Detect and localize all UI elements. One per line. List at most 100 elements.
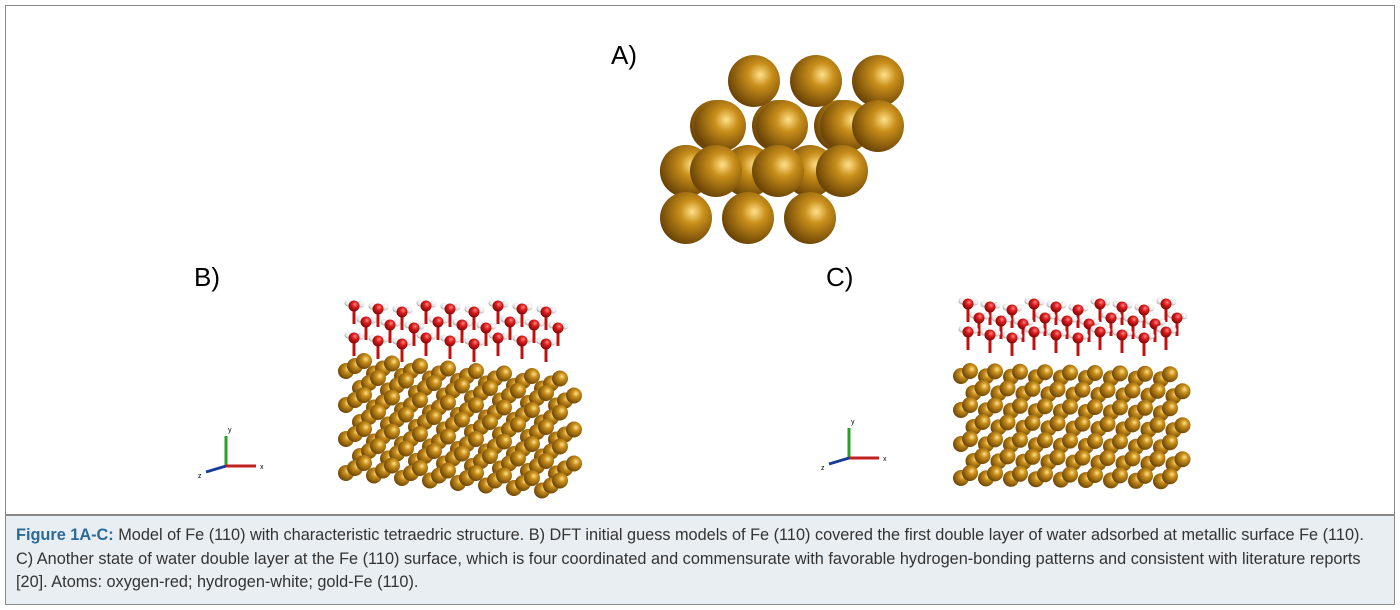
atom (409, 323, 420, 334)
atom (370, 370, 386, 386)
atom (412, 392, 428, 408)
atom (1150, 417, 1166, 433)
atom (1150, 383, 1166, 399)
atom (468, 431, 484, 447)
atom (1007, 333, 1018, 344)
atom (1139, 305, 1150, 316)
atom (985, 302, 996, 313)
atom (1062, 467, 1078, 483)
atom (524, 368, 540, 384)
atom (962, 363, 978, 379)
atom (384, 356, 400, 372)
atom (1087, 365, 1103, 381)
atom (440, 463, 456, 479)
atom (370, 404, 386, 420)
atom (1117, 330, 1128, 341)
atom (1073, 333, 1084, 344)
atom (1100, 382, 1116, 398)
atom (517, 336, 528, 347)
atom (1075, 416, 1091, 432)
atom (421, 333, 432, 344)
atom (481, 323, 492, 334)
atom (1050, 449, 1066, 465)
atom (384, 458, 400, 474)
atom (996, 316, 1007, 327)
atom (1162, 400, 1178, 416)
atom (566, 422, 582, 438)
axis-arrow (829, 458, 849, 464)
atom (510, 383, 526, 399)
atom (1087, 433, 1103, 449)
atom (482, 380, 498, 396)
atom (482, 448, 498, 464)
atom (1095, 327, 1106, 338)
atom (975, 414, 991, 430)
atom (660, 192, 712, 244)
atom (1137, 434, 1153, 450)
atom (1050, 415, 1066, 431)
atom (1100, 416, 1116, 432)
atom (852, 100, 904, 152)
atom (493, 333, 504, 344)
atom (962, 397, 978, 413)
atom (541, 307, 552, 318)
atom (963, 327, 974, 338)
atom (975, 380, 991, 396)
atom (356, 353, 372, 369)
atom (1062, 316, 1073, 327)
axis-label: x (883, 456, 887, 463)
atom (552, 405, 568, 421)
atom (1025, 449, 1041, 465)
atom (445, 304, 456, 315)
atom (468, 363, 484, 379)
atom (440, 361, 456, 377)
atom (440, 395, 456, 411)
atom (1037, 466, 1053, 482)
atom (1162, 468, 1178, 484)
atom (412, 426, 428, 442)
atom (1029, 327, 1040, 338)
atom (1012, 432, 1028, 448)
atom (566, 456, 582, 472)
atom (1075, 382, 1091, 398)
atom (361, 317, 372, 328)
atom (1012, 398, 1028, 414)
atom (529, 320, 540, 331)
atom (985, 330, 996, 341)
atom (1025, 381, 1041, 397)
atom (1012, 466, 1028, 482)
atom (553, 323, 564, 334)
atom (1112, 365, 1128, 381)
atom (1073, 305, 1084, 316)
atom (987, 431, 1003, 447)
atom (496, 400, 512, 416)
atom (1037, 364, 1053, 380)
atom (962, 465, 978, 481)
atom (356, 387, 372, 403)
atom (398, 407, 414, 423)
atom (566, 388, 582, 404)
atom (1075, 450, 1091, 466)
atom (1095, 299, 1106, 310)
atom (412, 460, 428, 476)
atom (1162, 434, 1178, 450)
atom (524, 402, 540, 418)
atom (496, 366, 512, 382)
atom (445, 336, 456, 347)
atom (505, 317, 516, 328)
atom (690, 145, 742, 197)
atom (552, 473, 568, 489)
atom (552, 371, 568, 387)
atom (1051, 302, 1062, 313)
caption: Figure 1A-C: Model of Fe (110) with char… (5, 515, 1395, 605)
atom (1139, 333, 1150, 344)
atom (1175, 417, 1191, 433)
atom (1029, 299, 1040, 310)
axis-arrow (206, 466, 226, 472)
atoms (338, 55, 1191, 499)
atom (538, 453, 554, 469)
atom (454, 378, 470, 394)
atom (852, 55, 904, 107)
atom (397, 307, 408, 318)
atom (1037, 398, 1053, 414)
